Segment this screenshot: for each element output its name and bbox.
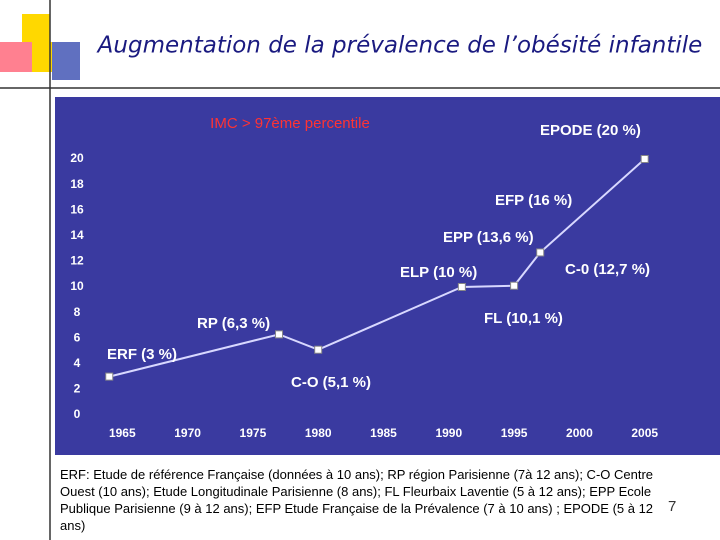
marker xyxy=(457,283,466,291)
annotation: C-0 (12,7 %) xyxy=(565,261,650,278)
x-tick-label: 1980 xyxy=(305,426,332,440)
y-tick-label: 12 xyxy=(70,254,84,268)
y-tick-label: 2 xyxy=(74,382,81,396)
x-tick-label: 1990 xyxy=(435,426,462,440)
subtitle: IMC > 97ème percentile xyxy=(210,115,370,132)
x-tick-label: 1975 xyxy=(240,426,267,440)
x-tick-label: 2000 xyxy=(566,426,593,440)
y-tick-label: 20 xyxy=(70,151,84,165)
marker xyxy=(105,372,114,381)
y-tick-label: 6 xyxy=(74,330,81,344)
annotation: C-O (5,1 %) xyxy=(291,374,371,391)
annotation: ERF (3 %) xyxy=(107,346,177,363)
annotation: EPP (13,6 %) xyxy=(443,229,534,246)
footnote: ERF: Etude de référence Française (donné… xyxy=(60,467,654,533)
deco-square xyxy=(52,42,80,80)
x-tick-label: 1985 xyxy=(370,426,397,440)
annotation: EPODE (20 %) xyxy=(540,122,641,139)
annotation: RP (6,3 %) xyxy=(197,315,270,332)
page-number: 7 xyxy=(668,498,677,515)
deco-square xyxy=(22,14,50,42)
marker xyxy=(275,330,284,339)
annotation: ELP (10 %) xyxy=(400,264,477,281)
annotation: EFP (16 %) xyxy=(495,192,572,209)
y-tick-label: 4 xyxy=(74,356,81,370)
y-tick-label: 10 xyxy=(70,279,84,293)
y-tick-label: 8 xyxy=(74,305,81,319)
y-tick-label: 18 xyxy=(70,177,84,191)
marker xyxy=(536,248,545,257)
deco-square xyxy=(0,42,32,72)
x-tick-label: 2005 xyxy=(631,426,658,440)
deco-square xyxy=(32,42,52,72)
marker xyxy=(640,155,649,163)
x-tick-label: 1965 xyxy=(109,426,136,440)
x-tick-label: 1995 xyxy=(501,426,528,440)
marker xyxy=(510,281,519,290)
annotation: FL (10,1 %) xyxy=(484,310,563,327)
y-tick-label: 16 xyxy=(70,202,84,216)
y-tick-label: 0 xyxy=(74,407,81,421)
marker xyxy=(314,345,323,354)
title: Augmentation de la prévalence de l’obési… xyxy=(96,33,703,59)
plot-panel xyxy=(55,97,720,455)
x-tick-label: 1970 xyxy=(174,426,201,440)
y-tick-label: 14 xyxy=(70,228,84,242)
